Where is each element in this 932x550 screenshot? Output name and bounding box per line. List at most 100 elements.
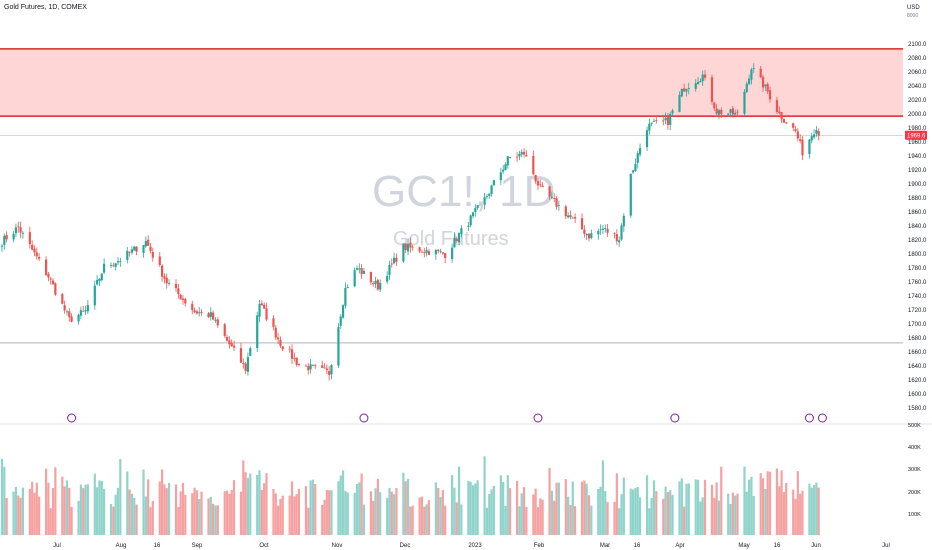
volume-bar: [163, 484, 166, 535]
candle-body: [434, 250, 437, 255]
candle-body: [79, 310, 82, 316]
volume-bar: [515, 480, 519, 535]
volume-bar: [388, 487, 391, 535]
x-tick-label: Dec: [400, 543, 411, 549]
volume-bar: [457, 466, 461, 535]
x-tick-label: Feb: [534, 543, 545, 549]
price-tick-label: 1800.0: [908, 252, 927, 258]
price-tick-label: 1940.0: [908, 154, 927, 160]
currency-sub-label: 8000: [907, 13, 919, 19]
candle-body: [65, 311, 69, 313]
price-tick-label: 1740.0: [908, 294, 927, 300]
volume-bar: [86, 484, 89, 535]
candle-body: [604, 228, 607, 229]
volume-bar: [84, 484, 87, 535]
candle-body: [509, 157, 512, 159]
x-tick-label: 16: [774, 543, 781, 549]
candle-body: [223, 324, 226, 337]
volume-bar: [5, 498, 8, 535]
candle-body: [279, 339, 282, 346]
volume-bar: [759, 473, 762, 535]
candle-body: [63, 305, 66, 311]
candle-body: [485, 196, 489, 197]
price-tick-label: 2000.0: [908, 112, 927, 118]
volume-bar: [119, 459, 122, 535]
candle-body: [694, 83, 697, 89]
candle-body: [411, 246, 414, 248]
event-marker: [533, 413, 543, 423]
volume-bar: [195, 490, 198, 535]
volume-bar: [307, 507, 310, 535]
volume-bar: [374, 488, 377, 535]
volume-bar: [685, 483, 688, 535]
price-tick-label: 1640.0: [908, 364, 927, 370]
candle-body: [597, 230, 600, 235]
candle-body: [386, 276, 389, 282]
volume-bar: [181, 483, 185, 535]
volume-bar: [21, 487, 24, 535]
volume-bar: [439, 496, 442, 535]
x-tick-label: 2023: [468, 543, 482, 549]
volume-bar: [597, 488, 600, 535]
volume-bar: [701, 497, 704, 535]
volume-bar: [179, 491, 182, 535]
volume-bar: [678, 481, 681, 535]
volume-bar: [650, 497, 653, 535]
candle-body: [96, 279, 99, 285]
volume-bar: [65, 480, 69, 535]
candle-body: [209, 312, 212, 317]
candle-body: [337, 327, 340, 366]
candle-body: [444, 253, 447, 258]
chart-title: Gold Futures, 1D, COMEX: [4, 4, 87, 11]
volume-bar: [645, 475, 649, 535]
volume-bar: [557, 482, 560, 535]
volume-bar: [79, 484, 82, 535]
candle-body: [198, 312, 201, 314]
volume-bar: [460, 504, 463, 535]
volume-bar: [19, 497, 22, 535]
volume-bar: [323, 499, 326, 535]
candle-body: [571, 217, 574, 219]
volume-bar: [522, 487, 526, 535]
volume-bar: [752, 496, 755, 535]
candle-body: [502, 169, 505, 172]
volume-bar: [483, 456, 486, 535]
price-tick-label: 1780.0: [908, 266, 927, 272]
candle-body: [499, 172, 502, 181]
candle-body: [766, 84, 769, 92]
volume-bar: [717, 500, 721, 535]
volume-tick-label: 200K: [908, 490, 921, 496]
volume-bar: [35, 482, 38, 535]
event-marker: [670, 413, 680, 423]
price-badge: [905, 130, 927, 140]
volume-bar: [362, 504, 366, 535]
volume-bar: [729, 503, 732, 535]
candle-body: [567, 215, 570, 218]
volume-bar: [165, 488, 168, 535]
volume-bar: [144, 496, 147, 535]
candle-body: [794, 129, 797, 132]
volume-bar: [112, 506, 115, 535]
volume-bar: [177, 506, 180, 535]
candle-body: [522, 151, 526, 155]
candle-body: [242, 363, 245, 365]
volume-bar: [33, 492, 36, 535]
candle-body: [713, 102, 716, 109]
volume-bar: [652, 480, 656, 535]
candle-body: [483, 197, 486, 205]
volume-bar: [230, 490, 233, 535]
candle-body: [249, 348, 252, 356]
candle-body: [353, 270, 356, 287]
candle-body: [216, 319, 219, 326]
candle-body: [680, 88, 683, 97]
volume-bar: [506, 475, 509, 535]
volume-bar: [225, 490, 229, 535]
volume-bar: [601, 460, 605, 535]
volume-bar: [792, 489, 795, 535]
volume-bar: [100, 480, 103, 535]
candle-body: [232, 345, 236, 348]
candle-body: [817, 131, 820, 136]
candle-body: [158, 256, 161, 266]
volume-bar: [474, 483, 477, 535]
